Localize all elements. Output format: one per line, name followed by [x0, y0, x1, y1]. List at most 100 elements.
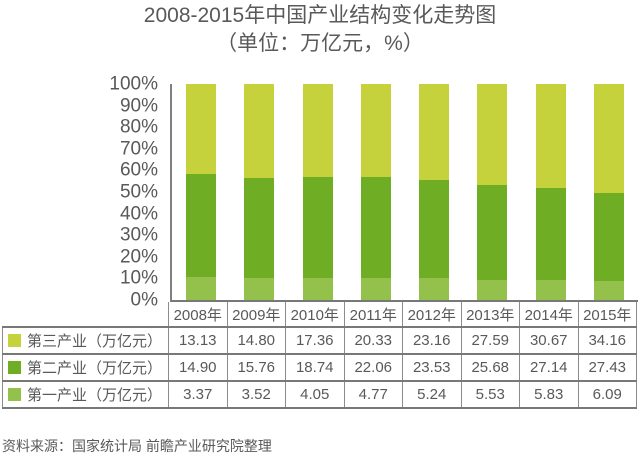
table-cell-value: 4.77 — [343, 380, 403, 409]
table-cell-value: 27.14 — [519, 353, 579, 382]
bar-column — [522, 84, 580, 300]
stacked-bar — [244, 84, 275, 300]
y-axis-tick-label: 60% — [119, 159, 158, 181]
y-axis-tick-label: 20% — [119, 246, 158, 268]
bar-segment-primary — [360, 278, 391, 300]
stacked-bar — [535, 84, 566, 300]
bar-segment-primary — [593, 280, 624, 300]
bar-segment-tertiary — [593, 84, 624, 194]
bar-segment-tertiary — [244, 84, 275, 178]
table-cell-value: 17.36 — [285, 326, 345, 355]
table-row: 第二产业（万亿元） 14.90 15.76 18.74 22.06 23.53 25.68 2… — [2, 353, 637, 382]
table-year-header: 2012年 — [402, 302, 462, 328]
series-label-cell: 第一产业（万亿元） — [2, 380, 169, 409]
table-cell-value: 22.06 — [343, 353, 403, 382]
y-axis-tick-label: 30% — [119, 224, 158, 246]
table-cell-value: 18.74 — [285, 353, 345, 382]
bar-segment-tertiary — [302, 84, 333, 178]
bar-column — [289, 84, 347, 300]
table-cell-value: 5.83 — [519, 380, 579, 409]
table-cell-value: 23.16 — [402, 326, 462, 355]
bar-column — [230, 84, 288, 300]
stacked-bar — [360, 84, 391, 300]
data-table: 2008年 2009年 2010年 2011年 2012年 2013年 2014年 2015年… — [2, 302, 637, 409]
y-axis-tick-label: 100% — [109, 73, 158, 95]
table-year-header: 2015年 — [577, 302, 637, 328]
bar-segment-tertiary — [419, 84, 450, 181]
bar-segment-secondary — [593, 193, 624, 281]
table-cell-value: 34.16 — [577, 326, 637, 355]
bar-column — [463, 84, 521, 300]
legend-swatch-icon — [8, 361, 21, 374]
bar-segment-secondary — [419, 180, 450, 279]
table-row: 第一产业（万亿元） 3.37 3.52 4.05 4.77 5.24 5.53 5.83 6.0… — [2, 380, 637, 409]
table-row: 第三产业（万亿元） 13.13 14.80 17.36 20.33 23.16 27.59 3… — [2, 326, 637, 355]
chart-title: 2008-2015年中国产业结构变化走势图 — [143, 4, 497, 27]
bar-segment-secondary — [360, 177, 391, 279]
y-axis-tick-label: 40% — [119, 203, 158, 225]
y-axis-tick-label: 0% — [130, 289, 158, 311]
y-axis-tick-label: 10% — [119, 267, 158, 289]
bar-segment-secondary — [535, 188, 566, 281]
bar-segment-primary — [477, 279, 508, 300]
stacked-bar — [419, 84, 450, 300]
table-cell-value: 23.53 — [402, 353, 462, 382]
table-corner-spacer — [3, 302, 169, 327]
bar-segment-primary — [302, 278, 333, 300]
legend-swatch-icon — [8, 334, 21, 347]
series-label: 第一产业（万亿元） — [27, 387, 163, 404]
series-label-cell: 第三产业（万亿元） — [2, 326, 169, 355]
stacked-bar — [302, 84, 333, 300]
table-year-header: 2009年 — [226, 302, 286, 328]
stacked-bar — [477, 84, 508, 300]
bar-segment-primary — [419, 278, 450, 300]
bar-segment-tertiary — [186, 84, 217, 175]
table-year-header: 2008年 — [168, 302, 228, 328]
bar-column — [172, 84, 230, 300]
series-label: 第三产业（万亿元） — [27, 333, 163, 350]
table-cell-value: 13.13 — [168, 326, 228, 355]
bar-segment-secondary — [477, 185, 508, 280]
table-year-header: 2010年 — [285, 302, 345, 328]
table-cell-value: 30.67 — [519, 326, 579, 355]
table-cell-value: 20.33 — [343, 326, 403, 355]
table-cell-value: 27.43 — [577, 353, 637, 382]
table-cell-value: 6.09 — [577, 380, 637, 409]
stacked-bar — [593, 84, 624, 300]
table-cell-value: 3.37 — [168, 380, 228, 409]
legend-swatch-icon — [8, 388, 21, 401]
bar-segment-primary — [186, 276, 217, 300]
bar-column — [347, 84, 405, 300]
bar-segment-secondary — [244, 177, 275, 278]
bar-segment-tertiary — [535, 84, 566, 189]
table-cell-value: 14.90 — [168, 353, 228, 382]
y-axis-tick-label: 80% — [119, 116, 158, 138]
table-year-header: 2013年 — [460, 302, 520, 328]
bar-segment-primary — [535, 280, 566, 300]
y-axis-tick-labels: 100% 90% 80% 70% 60% 50% 40% 30% 20% 10% 0% — [0, 75, 158, 310]
chart-subtitle: （单位：万亿元，%） — [216, 32, 424, 55]
table-cell-value: 25.68 — [460, 353, 520, 382]
bar-column — [580, 84, 638, 300]
bar-segment-secondary — [186, 174, 217, 277]
table-cell-value: 5.24 — [402, 380, 462, 409]
plot-area: 100% 90% 80% 70% 60% 50% 40% 30% 20% 10% 0% — [0, 75, 640, 310]
y-axis-tick-label: 50% — [119, 181, 158, 203]
table-cell-value: 14.80 — [226, 326, 286, 355]
y-axis-tick-label: 90% — [119, 95, 158, 117]
table-year-header: 2014年 — [519, 302, 579, 328]
bar-segment-tertiary — [477, 84, 508, 186]
bar-segment-secondary — [302, 177, 333, 279]
bar-segment-primary — [244, 277, 275, 300]
table-cell-value: 15.76 — [226, 353, 286, 382]
bars-container — [170, 84, 638, 302]
table-cell-value: 5.53 — [460, 380, 520, 409]
bar-column — [405, 84, 463, 300]
table-cell-value: 27.59 — [460, 326, 520, 355]
series-label: 第二产业（万亿元） — [27, 360, 163, 377]
source-note: 资料来源：国家统计局 前瞻产业研究院整理 — [2, 438, 272, 454]
bar-segment-tertiary — [360, 84, 391, 178]
series-label-cell: 第二产业（万亿元） — [2, 353, 169, 382]
y-axis-tick-label: 70% — [119, 138, 158, 160]
